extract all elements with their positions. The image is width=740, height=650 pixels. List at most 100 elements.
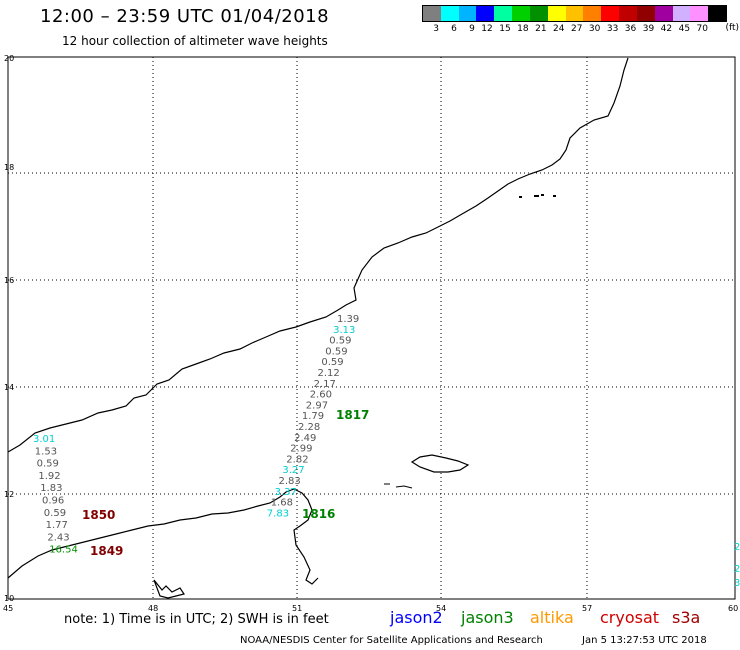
coast-fragment [153, 579, 185, 599]
swh-value: 7.83 [267, 508, 289, 519]
legend-label: 39 [642, 24, 655, 34]
kuria-muria-islands [519, 194, 556, 198]
swh-value: 2.43 [47, 532, 69, 543]
swh-value: 1.92 [38, 471, 60, 482]
legend-swatch [654, 6, 673, 21]
legend-swatch [423, 6, 441, 21]
legend-label: 6 [451, 24, 457, 34]
swh-value: 0.59 [329, 336, 351, 347]
swh-value: 2.17 [314, 379, 336, 390]
legend-label: 18 [517, 24, 529, 34]
island-abd-al-kuri [395, 485, 413, 489]
legend-label: 45 [678, 24, 691, 34]
swh-value: 3.01 [33, 434, 55, 445]
swh-value: 2.60 [310, 390, 332, 401]
pass-time-label: 1817 [336, 408, 369, 422]
legend-label: 70 [696, 24, 708, 34]
swh-value: 0.59 [325, 346, 347, 357]
wave-height-legend: 3 6 9 12 15 18 21 24 27 30 33 36 39 42 45 70 (ft) [422, 5, 739, 34]
legend-label: 3 [433, 24, 439, 34]
swh-value: 16.54 [49, 545, 78, 556]
legend-swatch [690, 6, 709, 21]
east-altimeter-track: 1.393.130.590.590.592.122.172.602.971.79… [267, 314, 359, 519]
island-socotra [410, 454, 470, 473]
satellite-name: cryosat [600, 608, 660, 627]
legend-label: 15 [499, 24, 511, 34]
legend-labels: 3 6 9 12 15 18 21 24 27 30 33 36 39 42 45 70 [422, 24, 727, 34]
satellite-name: s3a [672, 608, 701, 627]
map-subtitle: 12 hour collection of altimeter wave hei… [62, 34, 328, 48]
swh-value: 1.83 [40, 483, 62, 494]
legend-unit: (ft) [725, 23, 739, 33]
swh-value: 0.59 [321, 357, 343, 368]
pass-times: 1817 1816 1850 1849 [82, 408, 369, 558]
pass-time-label: 1849 [90, 544, 123, 558]
coastline-somalia [7, 488, 319, 585]
legend-label: 30 [588, 24, 601, 34]
svg-text:2: 2 [734, 542, 740, 553]
swh-value: 2.12 [318, 368, 340, 379]
legend-swatch [636, 6, 655, 21]
legend-label: 27 [570, 24, 583, 34]
swh-value: 2.99 [290, 444, 312, 455]
legend-swatch [708, 6, 727, 21]
lat-tick: 16 [4, 276, 14, 285]
swh-value: 1.53 [35, 446, 57, 457]
legend-swatch [672, 6, 691, 21]
west-altimeter-track: 3.011.530.591.921.830.960.591.772.4316.5… [33, 434, 78, 556]
legend-swatch [494, 6, 513, 21]
swh-value: 0.59 [44, 508, 66, 519]
swh-value: 2.49 [294, 433, 316, 444]
legend-swatch [565, 6, 584, 21]
footer-credit: NOAA/NESDIS Center for Satellite Applica… [240, 635, 543, 646]
swh-value: 0.59 [37, 459, 59, 470]
pass-time-label: 1850 [82, 508, 115, 522]
map-title: 12:00 – 23:59 UTC 01/04/2018 [40, 6, 330, 27]
legend-label: 9 [469, 24, 475, 34]
legend-swatch [458, 6, 477, 21]
lon-tick: 48 [148, 604, 158, 613]
swh-value: 1.79 [302, 411, 324, 422]
swh-value: 3.27 [282, 465, 304, 476]
lat-tick: 10 [4, 594, 14, 603]
map-frame [7, 56, 736, 600]
svg-text:2: 2 [734, 564, 740, 575]
legend-swatch [529, 6, 548, 21]
swh-value: 2.83 [279, 476, 301, 487]
legend-swatch [440, 6, 459, 21]
legend-swatch [476, 6, 495, 21]
legend-color-bar [422, 5, 727, 22]
legend-label: 21 [535, 24, 547, 34]
coastline-oman [7, 57, 629, 453]
lon-tick: 57 [582, 604, 592, 613]
lon-tick: 54 [436, 604, 446, 613]
satellite-name: jason2 [390, 608, 443, 627]
swh-value: 1.39 [337, 314, 359, 325]
edge-track-fragments: 2 2 3 [734, 542, 740, 589]
swh-value: 3.13 [333, 325, 355, 336]
legend-label: 33 [606, 24, 619, 34]
legend-swatch [547, 6, 566, 21]
svg-text:3: 3 [734, 578, 740, 589]
swh-value: 2.28 [298, 422, 320, 433]
legend-label: 12 [481, 24, 493, 34]
swh-value: 1.68 [271, 498, 293, 509]
swh-value: 0.96 [42, 496, 64, 507]
graticule [8, 57, 735, 599]
satellite-name: altika [530, 608, 574, 627]
legend-swatch [583, 6, 602, 21]
legend-label: 42 [660, 24, 673, 34]
lon-tick: 45 [3, 604, 13, 613]
footer-timestamp: Jan 5 13:27:53 UTC 2018 [582, 635, 707, 646]
lat-tick: 20 [4, 54, 14, 63]
swh-value: 3.37 [275, 487, 297, 498]
swh-value: 1.77 [46, 520, 68, 531]
lon-tick: 51 [292, 604, 302, 613]
swh-value: 2.97 [306, 400, 328, 411]
legend-swatch [512, 6, 530, 21]
lon-tick: 60 [728, 604, 738, 613]
legend-swatch [601, 6, 620, 21]
lat-tick: 12 [4, 490, 14, 499]
lat-tick: 18 [4, 163, 14, 172]
